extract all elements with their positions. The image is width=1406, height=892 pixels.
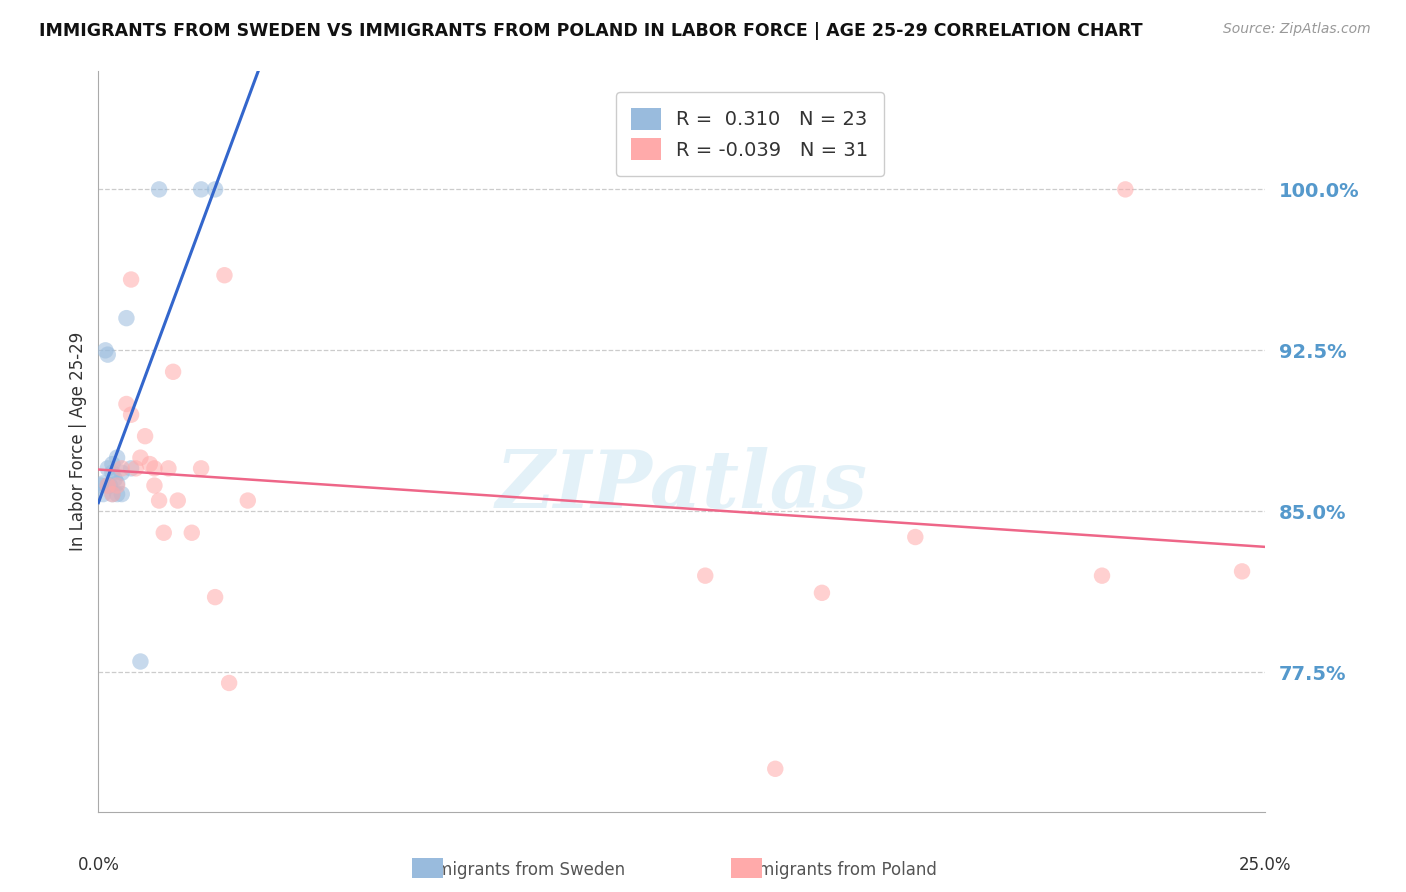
Point — [105, 487, 128, 501]
Point — [101, 487, 124, 501]
Point — [139, 457, 162, 471]
Point — [97, 348, 120, 362]
Point — [111, 487, 134, 501]
Point — [695, 568, 717, 582]
Point — [204, 590, 226, 604]
Point — [98, 478, 121, 492]
Point — [120, 408, 142, 422]
Point — [143, 478, 166, 492]
Point — [162, 365, 184, 379]
Point — [101, 457, 124, 471]
Point — [91, 487, 114, 501]
Point — [111, 461, 134, 475]
Text: IMMIGRANTS FROM SWEDEN VS IMMIGRANTS FROM POLAND IN LABOR FORCE | AGE 25-29 CORR: IMMIGRANTS FROM SWEDEN VS IMMIGRANTS FRO… — [39, 22, 1143, 40]
Point — [97, 478, 120, 492]
Point — [97, 478, 120, 492]
Point — [129, 655, 152, 669]
Point — [105, 478, 128, 492]
Text: 0.0%: 0.0% — [77, 856, 120, 874]
Point — [97, 461, 120, 475]
Point — [1230, 565, 1253, 579]
Text: Immigrants from Sweden: Immigrants from Sweden — [415, 861, 626, 879]
Point — [1091, 568, 1114, 582]
Text: ZIPatlas: ZIPatlas — [496, 447, 868, 524]
Point — [111, 466, 134, 480]
Point — [101, 487, 124, 501]
Point — [90, 478, 112, 492]
Point — [236, 493, 259, 508]
Point — [143, 461, 166, 475]
Point — [763, 762, 786, 776]
Legend: R =  0.310   N = 23, R = -0.039   N = 31: R = 0.310 N = 23, R = -0.039 N = 31 — [616, 92, 884, 176]
Point — [115, 397, 138, 411]
Point — [218, 676, 240, 690]
Point — [148, 493, 170, 508]
Point — [134, 429, 156, 443]
Text: Immigrants from Poland: Immigrants from Poland — [737, 861, 936, 879]
Point — [115, 311, 138, 326]
Point — [152, 525, 174, 540]
Point — [811, 586, 834, 600]
Y-axis label: In Labor Force | Age 25-29: In Labor Force | Age 25-29 — [69, 332, 87, 551]
Point — [105, 476, 128, 491]
Point — [94, 343, 117, 358]
Point — [157, 461, 180, 475]
Point — [166, 493, 188, 508]
Point — [190, 182, 212, 196]
Point — [190, 461, 212, 475]
Point — [120, 272, 142, 286]
Point — [180, 525, 202, 540]
Point — [148, 182, 170, 196]
Point — [105, 450, 128, 465]
Point — [125, 461, 148, 475]
Point — [101, 466, 124, 480]
Point — [104, 472, 127, 486]
Point — [91, 476, 114, 491]
Point — [214, 268, 236, 283]
Point — [204, 182, 226, 196]
Text: Source: ZipAtlas.com: Source: ZipAtlas.com — [1223, 22, 1371, 37]
Point — [904, 530, 927, 544]
Point — [129, 450, 152, 465]
Point — [120, 461, 142, 475]
Point — [1114, 182, 1136, 196]
Text: 25.0%: 25.0% — [1239, 856, 1292, 874]
